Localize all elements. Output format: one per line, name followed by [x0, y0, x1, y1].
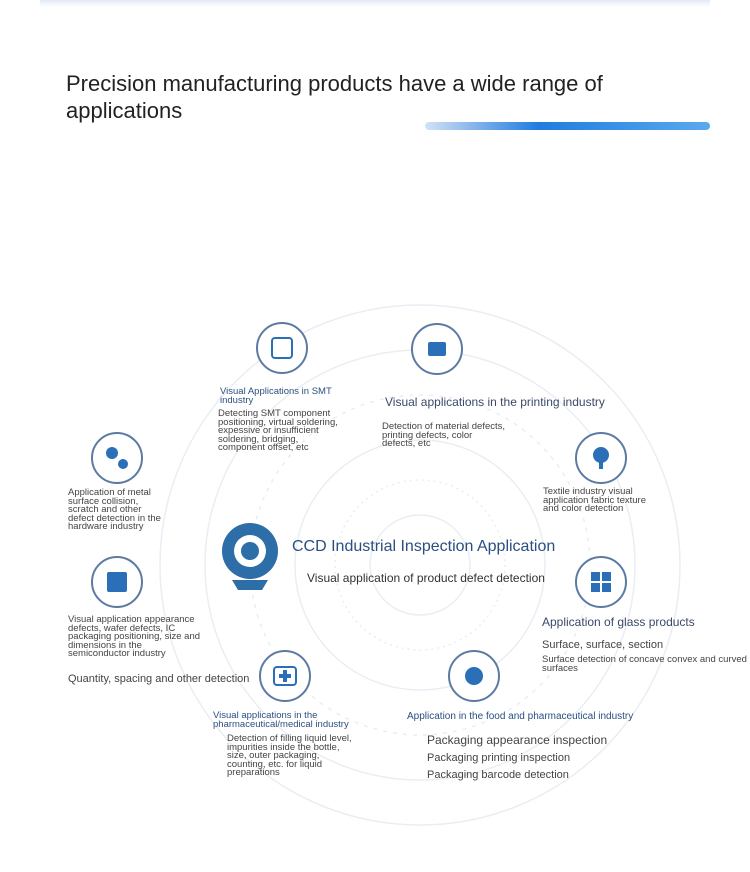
- node-detail: Quantity, spacing and other detection: [68, 673, 250, 685]
- node-title: Visual Applications in SMT industry: [220, 386, 332, 406]
- page-title: Precision manufacturing products have a …: [66, 71, 603, 123]
- node-detail: Packaging printing inspection: [427, 752, 571, 764]
- node-detail: Detecting SMT component positioning, vir…: [218, 408, 338, 453]
- node-detail: Textile industry visual application fabr…: [543, 486, 646, 514]
- center-title: CCD Industrial Inspection Application: [292, 538, 556, 555]
- node-detail: Packaging appearance inspection: [427, 733, 608, 747]
- node-detail: Detection of material defects, printing …: [382, 421, 506, 449]
- node-detail: Packaging barcode detection: [427, 769, 569, 781]
- node-detail: Detection of filling liquid level, impur…: [227, 733, 352, 778]
- node-detail: Surface detection of concave convex and …: [542, 654, 747, 674]
- node-title: Application of glass products: [542, 615, 695, 629]
- node-detail: Application of metal surface collision, …: [68, 487, 161, 532]
- node-detail: Surface, surface, section: [542, 639, 664, 651]
- node-title: Visual applications in the pharmaceutica…: [213, 710, 349, 730]
- node-title: Visual applications in the printing indu…: [385, 395, 605, 409]
- node-detail: Visual application appearance defects, w…: [68, 614, 201, 659]
- center-subtitle: Visual application of product defect det…: [307, 571, 545, 585]
- node-title: Application in the food and pharmaceutic…: [407, 711, 634, 722]
